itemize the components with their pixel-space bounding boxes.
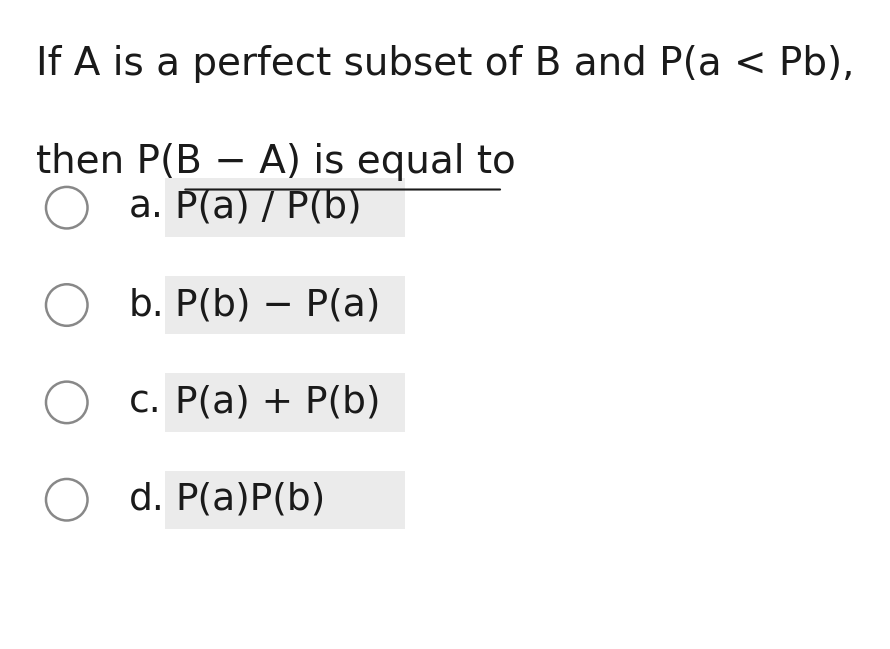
- Text: c.: c.: [129, 384, 162, 421]
- Text: d.: d.: [129, 482, 165, 518]
- Text: P(a)P(b): P(a)P(b): [175, 482, 326, 518]
- Text: then P(B − A) is equal to: then P(B − A) is equal to: [36, 143, 676, 181]
- Text: a.: a.: [129, 190, 164, 226]
- FancyBboxPatch shape: [165, 178, 405, 237]
- FancyBboxPatch shape: [165, 373, 405, 432]
- Text: b.: b.: [129, 287, 165, 323]
- Text: P(b) − P(a): P(b) − P(a): [175, 287, 381, 323]
- FancyBboxPatch shape: [165, 471, 405, 529]
- FancyBboxPatch shape: [165, 276, 405, 334]
- Text: If A is a perfect subset of B and P(a < Pb),: If A is a perfect subset of B and P(a < …: [36, 45, 854, 84]
- Text: P(a) + P(b): P(a) + P(b): [175, 384, 381, 421]
- Text: P(a) / P(b): P(a) / P(b): [175, 190, 362, 226]
